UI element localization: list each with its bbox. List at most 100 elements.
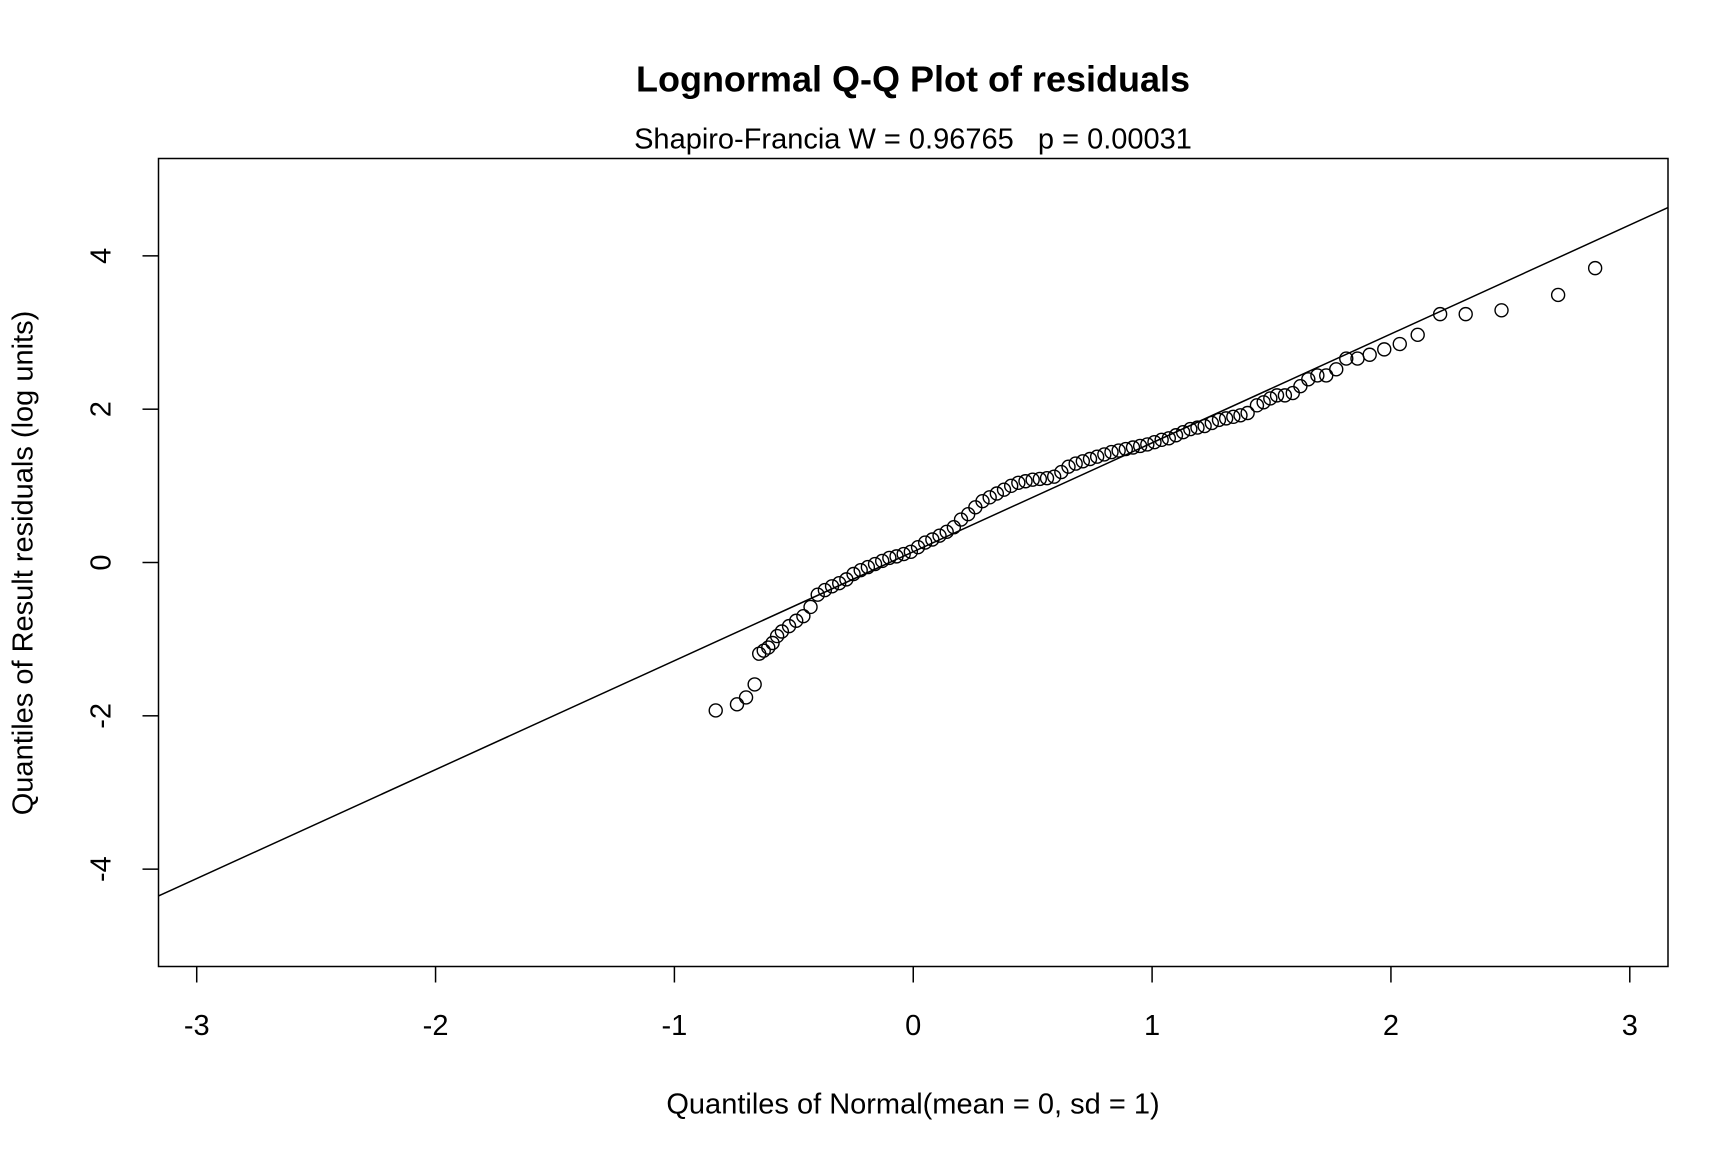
- point: [1161, 431, 1177, 446]
- point: [708, 703, 723, 718]
- point: [953, 512, 969, 527]
- point: [1226, 409, 1241, 425]
- point: [1293, 378, 1308, 394]
- x-tick-label: 2: [1383, 1010, 1399, 1042]
- point: [1494, 303, 1509, 318]
- point: [1204, 415, 1220, 431]
- point: [789, 613, 804, 628]
- point: [839, 572, 854, 587]
- point: [1032, 471, 1048, 487]
- point: [975, 493, 990, 509]
- point: [1104, 444, 1119, 460]
- y-tick-label: 2: [86, 401, 118, 417]
- point: [774, 624, 790, 639]
- point: [1550, 287, 1566, 303]
- point: [1154, 432, 1169, 448]
- y-axis-label: Quantiles of Result residuals (log units…: [8, 311, 40, 816]
- point: [1410, 327, 1425, 343]
- point: [1362, 347, 1377, 362]
- point: [1011, 475, 1026, 490]
- point: [917, 535, 933, 550]
- point: [751, 646, 767, 661]
- point: [1061, 459, 1076, 474]
- point: [1111, 443, 1126, 458]
- point: [1329, 362, 1344, 377]
- point: [1025, 472, 1040, 487]
- point: [1249, 398, 1265, 413]
- point: [1263, 391, 1278, 406]
- x-tick-label: 1: [1144, 1010, 1160, 1042]
- point: [989, 486, 1005, 501]
- point: [1277, 388, 1293, 403]
- point: [875, 553, 890, 569]
- point: [729, 697, 745, 712]
- point: [1190, 420, 1205, 435]
- point: [1285, 385, 1300, 401]
- point: [1197, 418, 1212, 434]
- x-tick-label: 0: [905, 1010, 921, 1042]
- x-axis-label: Quantiles of Normal(mean = 0, sd = 1): [666, 1089, 1159, 1121]
- point: [939, 524, 954, 540]
- point: [832, 575, 847, 591]
- x-tick-label: -2: [423, 1010, 449, 1042]
- point: [882, 550, 897, 566]
- point: [903, 544, 919, 559]
- point: [1125, 440, 1141, 455]
- point: [1183, 421, 1198, 437]
- point: [781, 618, 797, 634]
- point: [1097, 447, 1112, 462]
- x-tick-label: -3: [184, 1010, 210, 1042]
- point: [1392, 336, 1407, 352]
- point: [1132, 438, 1148, 454]
- point: [769, 628, 785, 644]
- point: [896, 546, 911, 562]
- point: [910, 539, 926, 555]
- point: [867, 556, 883, 572]
- x-tick-label: -1: [662, 1010, 688, 1042]
- point: [925, 532, 940, 547]
- point: [1218, 411, 1234, 426]
- point: [1082, 451, 1098, 467]
- point: [1319, 368, 1334, 383]
- point: [1140, 437, 1155, 452]
- point: [1175, 424, 1191, 440]
- point: [1039, 470, 1055, 486]
- point: [996, 482, 1012, 497]
- point: [982, 490, 997, 505]
- point: [1018, 474, 1033, 489]
- y-tick-label: 0: [86, 554, 118, 570]
- point: [1054, 464, 1069, 480]
- plot-frame: [157, 157, 1669, 968]
- point: [1377, 342, 1392, 357]
- point: [853, 562, 868, 578]
- point: [946, 520, 962, 535]
- point: [1147, 434, 1162, 450]
- point: [1432, 306, 1448, 322]
- point: [1458, 306, 1473, 322]
- point: [796, 608, 811, 624]
- point: [860, 559, 876, 575]
- point: [1068, 456, 1083, 471]
- chart-title: Lognormal Q-Q Plot of residuals: [636, 59, 1190, 100]
- point: [747, 677, 762, 692]
- point: [1118, 441, 1134, 457]
- point: [889, 549, 904, 564]
- point: [756, 643, 771, 658]
- point: [1046, 469, 1062, 484]
- point: [1587, 260, 1603, 276]
- point: [1089, 449, 1105, 464]
- point: [738, 690, 754, 705]
- point: [1168, 428, 1184, 443]
- point: [1301, 372, 1316, 387]
- point: [1233, 408, 1248, 423]
- point: [761, 640, 776, 655]
- point: [824, 579, 840, 594]
- y-tick-label: -2: [86, 703, 118, 729]
- point: [846, 566, 861, 582]
- point: [1339, 351, 1354, 366]
- y-tick-label: -4: [86, 856, 118, 882]
- point: [817, 582, 833, 598]
- point: [1240, 405, 1255, 421]
